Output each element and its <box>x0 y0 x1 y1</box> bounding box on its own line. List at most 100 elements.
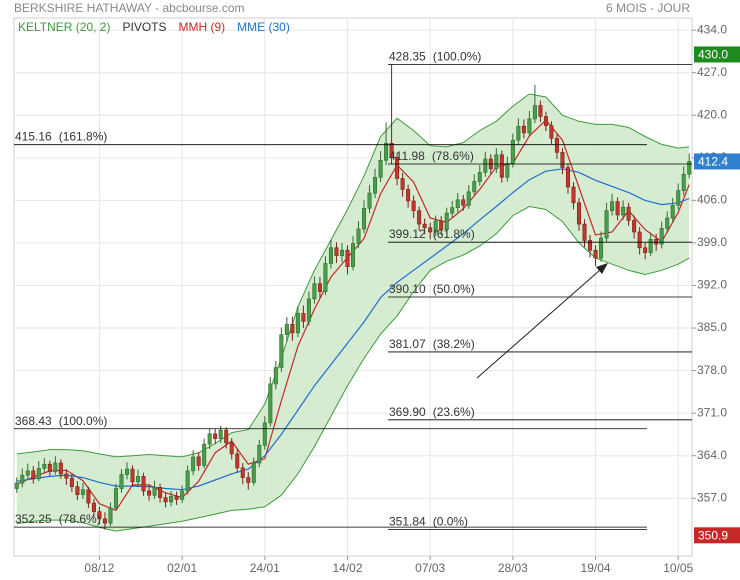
candle-body <box>295 313 300 334</box>
candle-body <box>240 467 245 478</box>
candle-body <box>571 186 576 204</box>
candle-body <box>53 462 58 472</box>
chart-subtitle: 6 MOIS - JOUR <box>606 1 690 15</box>
pivot-value: 390.10 <box>389 282 426 296</box>
candle-body <box>273 367 278 385</box>
pivot-label: 428.35 (100.0%) <box>389 50 481 64</box>
candle-body <box>505 162 510 178</box>
candle-body <box>604 210 609 239</box>
candle-body <box>444 212 449 230</box>
candle-body <box>472 181 477 193</box>
candle-body <box>362 207 367 230</box>
candle-body <box>86 489 91 504</box>
candle-body <box>257 445 262 464</box>
candle-body <box>389 142 394 158</box>
candle-body <box>91 502 96 512</box>
candle-body <box>532 105 537 120</box>
price-badge-label: 350.9 <box>698 529 728 543</box>
y-tick-label: 420.0 <box>697 107 727 121</box>
candle-body <box>615 201 620 216</box>
candle-body <box>455 199 460 208</box>
candle-body <box>560 152 565 168</box>
y-tick-label: 371.0 <box>697 405 727 419</box>
candle-body <box>676 190 681 206</box>
chart-title: BERKSHIRE HATHAWAY - abcbourse.com <box>14 1 245 15</box>
candle-body <box>373 176 378 194</box>
candle-body <box>681 173 686 191</box>
candle-body <box>224 429 229 444</box>
candle-body <box>97 511 102 520</box>
candle-body <box>213 433 218 439</box>
candle-body <box>400 178 405 190</box>
candle-body <box>521 125 526 134</box>
candle-body <box>670 204 675 219</box>
candle-body <box>25 470 30 476</box>
annotation-arrow <box>476 263 608 379</box>
candle-body <box>406 189 411 202</box>
candle-body <box>334 247 339 256</box>
candle-body <box>108 507 113 524</box>
price-badge <box>694 527 740 544</box>
candle-body <box>494 154 499 170</box>
candle-body <box>58 462 63 475</box>
candle-body <box>582 223 587 241</box>
x-tick-label: 02/01 <box>167 561 197 575</box>
candle-body <box>246 477 251 483</box>
pivot-label: 351.84 (0.0%) <box>389 515 468 529</box>
legend-label: MMH (9) <box>179 20 226 34</box>
pivot-layer: 415.16 (161.8%) 368.43 (100.0%) 352.25 (78.6%… <box>14 50 692 531</box>
candle-body <box>158 487 163 498</box>
pivot-label: 369.90 (23.6%) <box>389 405 475 419</box>
pivot-value: 399.12 <box>389 227 426 241</box>
pivot-ratio: (23.6%) <box>433 405 475 419</box>
candle-body <box>185 470 190 492</box>
candle-body <box>543 116 548 126</box>
candle-body <box>367 192 372 209</box>
keltner-upper <box>16 93 690 458</box>
candle-body <box>196 456 201 466</box>
pivot-label: 399.12 (61.8%) <box>389 227 475 241</box>
candle-body <box>510 139 515 164</box>
candle-body <box>130 468 135 483</box>
y-tick-label: 434.0 <box>697 22 727 36</box>
candle-body <box>191 456 196 472</box>
pivot-ratio: (50.0%) <box>433 282 475 296</box>
keltner-lower <box>16 205 690 532</box>
candle-body <box>323 263 328 292</box>
axis-layer: 434.0427.0420.0413.0406.0399.0392.0385.0… <box>84 22 727 575</box>
plot-frame <box>13 17 693 557</box>
candle-body <box>317 283 322 292</box>
pivot-value: 352.25 <box>15 512 52 526</box>
pivot-value: 369.90 <box>389 405 426 419</box>
candle-body <box>417 210 422 225</box>
x-tick-label: 14/02 <box>332 561 362 575</box>
candle-body <box>643 247 648 253</box>
candle-body <box>665 217 670 229</box>
candle-body <box>113 488 118 509</box>
candle-body <box>202 443 207 466</box>
pivot-value: 381.07 <box>389 337 426 351</box>
price-badge <box>694 46 740 63</box>
candle-body <box>136 476 141 483</box>
arrow-line <box>476 269 601 379</box>
pivot-ratio: (100.0%) <box>433 50 482 64</box>
candle-body <box>632 220 637 233</box>
candle-body <box>516 125 521 141</box>
legend: KELTNER (20, 2) PIVOTS MMH (9) MME (30) <box>18 20 290 34</box>
pivot-ratio: (38.2%) <box>433 337 475 351</box>
candle-body <box>147 490 152 496</box>
candle-body <box>345 249 350 267</box>
pivot-value: 411.98 <box>389 149 425 163</box>
candle-body <box>64 473 69 479</box>
x-tick-label: 28/03 <box>498 561 528 575</box>
candle-body <box>499 154 504 178</box>
pivot-label: 381.07 (38.2%) <box>389 337 475 351</box>
band-layer <box>16 93 690 532</box>
candle-body <box>565 167 570 188</box>
pivot-label: 368.43 (100.0%) <box>15 414 107 428</box>
candle-body <box>268 383 273 424</box>
pivot-ratio: (161.8%) <box>59 130 108 144</box>
candle-body <box>312 283 317 300</box>
candle-layer <box>14 64 692 530</box>
